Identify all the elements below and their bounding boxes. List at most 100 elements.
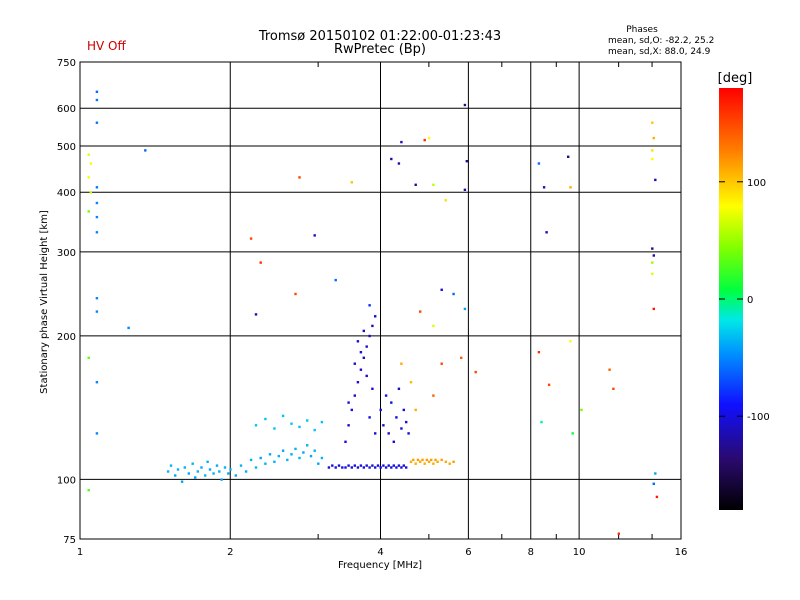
data-point — [423, 462, 426, 465]
data-point — [166, 470, 170, 473]
data-point — [427, 136, 431, 140]
data-point — [368, 466, 371, 469]
data-point — [353, 464, 356, 467]
data-point — [268, 453, 272, 456]
data-point — [350, 181, 353, 184]
data-point — [95, 90, 99, 93]
data-point — [200, 466, 203, 469]
data-point — [382, 464, 385, 467]
x-tick-label: 2 — [227, 547, 233, 558]
data-point — [617, 532, 620, 535]
data-point — [244, 470, 248, 473]
data-point — [405, 466, 408, 469]
data-point — [365, 464, 368, 467]
data-point — [320, 456, 324, 460]
chart-title: Tromsø 20150102 01:22:00-01:23:43 — [258, 29, 501, 44]
data-point — [327, 466, 331, 469]
data-point — [400, 140, 403, 144]
axis-ticks: 1 2 4 6 8 10 16 75 100 200 300 400 500 600 750 — [57, 58, 687, 558]
data-point — [87, 153, 90, 156]
data-point — [384, 466, 388, 469]
data-point — [87, 210, 90, 213]
data-point — [347, 464, 350, 467]
data-point — [306, 419, 309, 422]
colorbar-tick-label: 0 — [747, 295, 753, 306]
y-tick-label: 100 — [57, 475, 76, 486]
data-point — [414, 462, 417, 465]
data-point — [317, 462, 320, 465]
data-point — [334, 466, 337, 469]
data-point — [218, 470, 221, 473]
data-point — [371, 324, 374, 328]
data-point — [313, 449, 316, 452]
data-point — [239, 464, 243, 467]
x-axis-label: Frequency [MHz] — [338, 560, 422, 571]
data-point — [286, 458, 289, 462]
data-point — [353, 394, 356, 397]
data-point — [402, 408, 405, 412]
data-point — [254, 313, 258, 316]
data-point — [452, 292, 455, 296]
data-point — [95, 310, 99, 313]
data-point — [382, 424, 385, 427]
data-point — [95, 201, 99, 205]
data-point — [95, 432, 99, 435]
data-point — [463, 188, 467, 191]
data-point — [440, 288, 443, 291]
data-point — [350, 408, 353, 412]
data-point — [407, 432, 410, 435]
data-point — [306, 444, 309, 447]
data-point — [392, 440, 395, 443]
data-point — [191, 462, 194, 465]
data-point — [651, 121, 654, 124]
data-point — [655, 495, 659, 499]
data-point — [465, 160, 468, 163]
data-point — [227, 472, 230, 475]
data-points — [87, 90, 659, 535]
data-point — [651, 272, 654, 275]
x-tick-label: 8 — [528, 547, 534, 558]
data-point — [362, 356, 365, 359]
data-point — [654, 472, 657, 475]
data-point — [409, 381, 413, 384]
data-point — [547, 383, 551, 386]
data-point — [229, 468, 232, 471]
data-point — [440, 458, 443, 462]
data-point — [87, 489, 90, 492]
x-tick-label: 6 — [465, 547, 471, 558]
data-point — [344, 466, 347, 469]
data-point — [169, 464, 173, 467]
data-point — [183, 466, 186, 469]
data-point — [347, 401, 350, 404]
data-point — [194, 476, 197, 479]
data-point — [298, 176, 301, 179]
data-point — [402, 464, 405, 467]
data-point — [414, 408, 417, 412]
data-point — [371, 464, 374, 467]
data-point — [356, 466, 360, 469]
data-point — [273, 460, 276, 463]
data-point — [409, 460, 413, 463]
data-point — [400, 427, 403, 430]
data-point — [362, 329, 365, 333]
data-point — [344, 440, 347, 443]
data-point — [187, 472, 190, 475]
data-point — [569, 186, 572, 189]
data-point — [294, 447, 297, 451]
data-point — [95, 98, 99, 102]
colorbar-ticks: 100 0 -100 — [719, 178, 770, 423]
data-point — [212, 472, 215, 475]
chart-subtitle: RwPretec (Bp) — [334, 42, 426, 57]
data-point — [294, 292, 297, 296]
data-point — [359, 351, 363, 354]
data-point — [95, 186, 99, 189]
data-point — [259, 261, 262, 264]
data-point — [254, 466, 258, 469]
data-point — [359, 368, 363, 371]
data-point — [432, 462, 435, 465]
data-point — [423, 138, 426, 142]
data-point — [249, 458, 253, 462]
data-point — [356, 381, 360, 384]
data-point — [365, 374, 368, 378]
data-point — [387, 464, 390, 467]
